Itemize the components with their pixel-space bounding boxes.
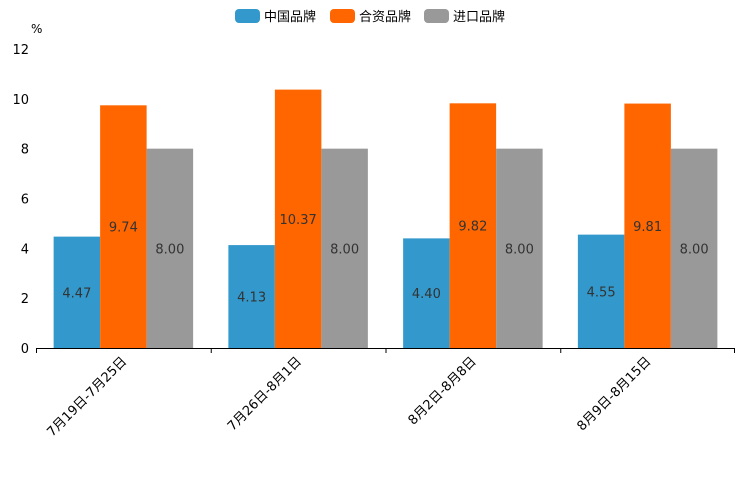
legend-swatch xyxy=(235,9,260,23)
x-tick-label: 8月9日-8月15日 xyxy=(575,354,655,434)
y-axis-ticks: 0 2 4 6 8 10 12 xyxy=(12,43,29,357)
data-label: 10.37 xyxy=(280,213,317,228)
x-axis-ticks: 7月19日-7月25日 7月26日-8月1日 8月2日-8月8日 8月9日-8月15日 xyxy=(36,348,735,440)
y-tick-label: 10 xyxy=(12,93,29,108)
data-label: 4.40 xyxy=(412,287,441,302)
bar xyxy=(100,105,147,348)
y-tick-label: 4 xyxy=(21,242,29,257)
bar xyxy=(321,148,368,348)
legend: 中国品牌 合资品牌 进口品牌 xyxy=(235,9,505,25)
bar xyxy=(228,245,275,348)
data-label: 9.74 xyxy=(109,221,138,236)
data-label: 8.00 xyxy=(680,242,709,257)
x-tick-label: 7月26日-8月1日 xyxy=(225,354,305,434)
bar xyxy=(577,234,625,348)
y-tick-label: 2 xyxy=(21,292,29,307)
bar xyxy=(146,148,194,348)
legend-label: 中国品牌 xyxy=(264,9,316,25)
legend-label: 合资品牌 xyxy=(359,9,411,25)
data-label: 8.00 xyxy=(505,242,534,257)
data-label: 4.55 xyxy=(587,285,616,300)
data-label: 4.13 xyxy=(237,291,266,306)
bar xyxy=(670,148,718,348)
data-label: 9.82 xyxy=(458,220,487,235)
data-label: 8.00 xyxy=(330,242,359,257)
legend-swatch xyxy=(424,9,449,23)
y-axis-unit-label: % xyxy=(31,22,42,36)
data-labels: 4.47 9.74 8.00 4.13 10.37 8.00 4.40 9.82 8.00 4.5… xyxy=(62,213,708,306)
data-label: 9.81 xyxy=(633,220,662,235)
bar xyxy=(449,103,497,349)
bar xyxy=(403,238,450,348)
bars xyxy=(53,89,718,349)
y-tick-label: 0 xyxy=(21,342,29,357)
x-tick-label: 7月19日-7月25日 xyxy=(44,354,130,440)
data-label: 4.47 xyxy=(62,286,91,301)
bar xyxy=(624,103,671,348)
y-tick-label: 6 xyxy=(21,193,29,208)
bar xyxy=(496,148,543,348)
data-label: 8.00 xyxy=(155,242,184,257)
x-tick-label: 8月2日-8月8日 xyxy=(406,354,480,428)
legend-label: 进口品牌 xyxy=(453,9,505,25)
y-tick-label: 12 xyxy=(12,43,29,58)
bar xyxy=(274,89,322,348)
y-tick-label: 8 xyxy=(21,143,29,158)
bar xyxy=(53,236,101,348)
legend-swatch xyxy=(330,9,355,23)
